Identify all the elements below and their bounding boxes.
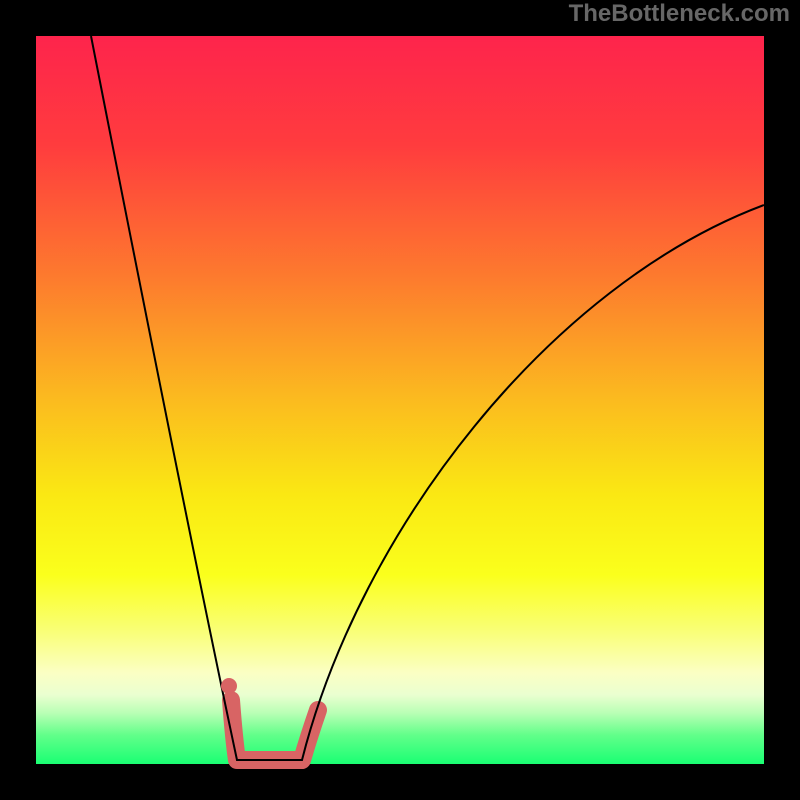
highlight-dot-0 bbox=[221, 678, 237, 694]
watermark-text: TheBottleneck.com bbox=[569, 0, 790, 28]
plot-background bbox=[36, 36, 764, 764]
chart-svg bbox=[0, 0, 800, 800]
chart-container: TheBottleneck.com bbox=[0, 0, 800, 800]
